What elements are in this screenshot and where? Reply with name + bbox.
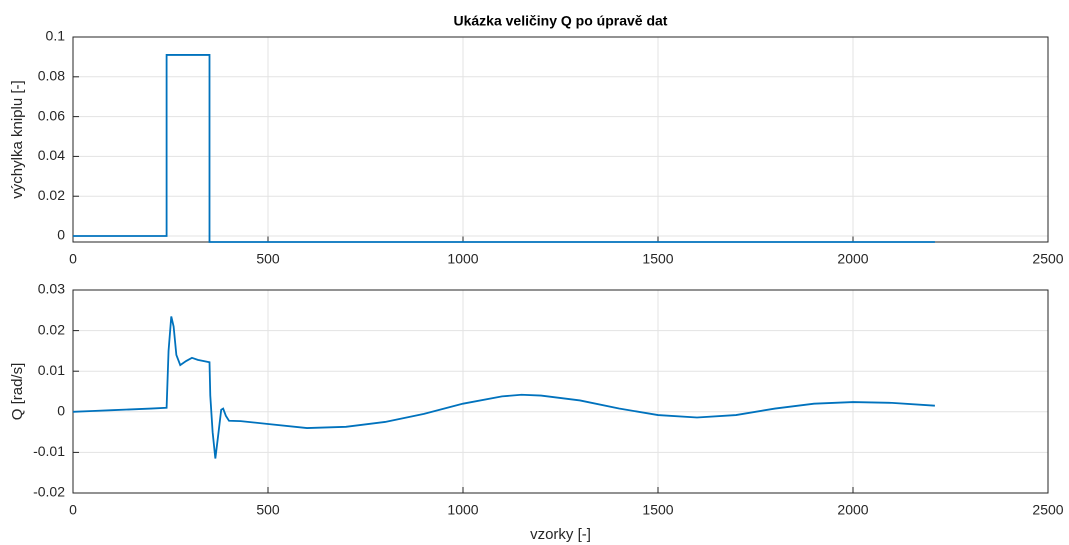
y-tick-label: 0.01 (38, 362, 65, 378)
y-axis-label: Q [rad/s] (9, 363, 26, 421)
y-tick-label: 0.06 (38, 107, 65, 123)
x-tick-label: 1500 (642, 502, 673, 518)
y-tick-label: 0.03 (38, 281, 65, 297)
x-tick-label: 1000 (447, 502, 478, 518)
y-tick-label: 0.1 (46, 28, 66, 44)
line-series (72, 316, 935, 459)
x-tick-label: 500 (256, 251, 280, 267)
x-tick-label: 0 (69, 502, 77, 518)
chart-title: Ukázka veličiny Q po úpravě dat (454, 13, 668, 29)
x-tick-label: 2500 (1032, 502, 1063, 518)
y-tick-label: -0.02 (33, 484, 65, 500)
x-tick-label: 500 (256, 502, 280, 518)
x-tick-label: 1000 (447, 251, 478, 267)
y-tick-label: 0.08 (38, 68, 65, 84)
line-series (73, 54, 935, 243)
x-tick-label: 2500 (1032, 251, 1063, 267)
y-tick-label: 0 (57, 227, 65, 243)
x-axis-label: vzorky [-] (530, 526, 591, 543)
y-tick-label: 0.04 (38, 147, 65, 163)
axes-box (72, 289, 1049, 494)
y-tick-label: 0 (57, 403, 65, 419)
y-tick-label: -0.01 (33, 443, 65, 459)
x-tick-label: 0 (69, 251, 77, 267)
y-axis-label: výchylka kniplu [-] (9, 80, 26, 198)
y-tick-label: 0.02 (38, 321, 65, 337)
x-tick-label: 2000 (837, 502, 868, 518)
x-tick-label: 2000 (837, 251, 868, 267)
plot-area (73, 290, 1048, 493)
x-tick-label: 1500 (642, 251, 673, 267)
plot-area (73, 37, 1048, 242)
y-tick-label: 0.02 (38, 187, 65, 203)
